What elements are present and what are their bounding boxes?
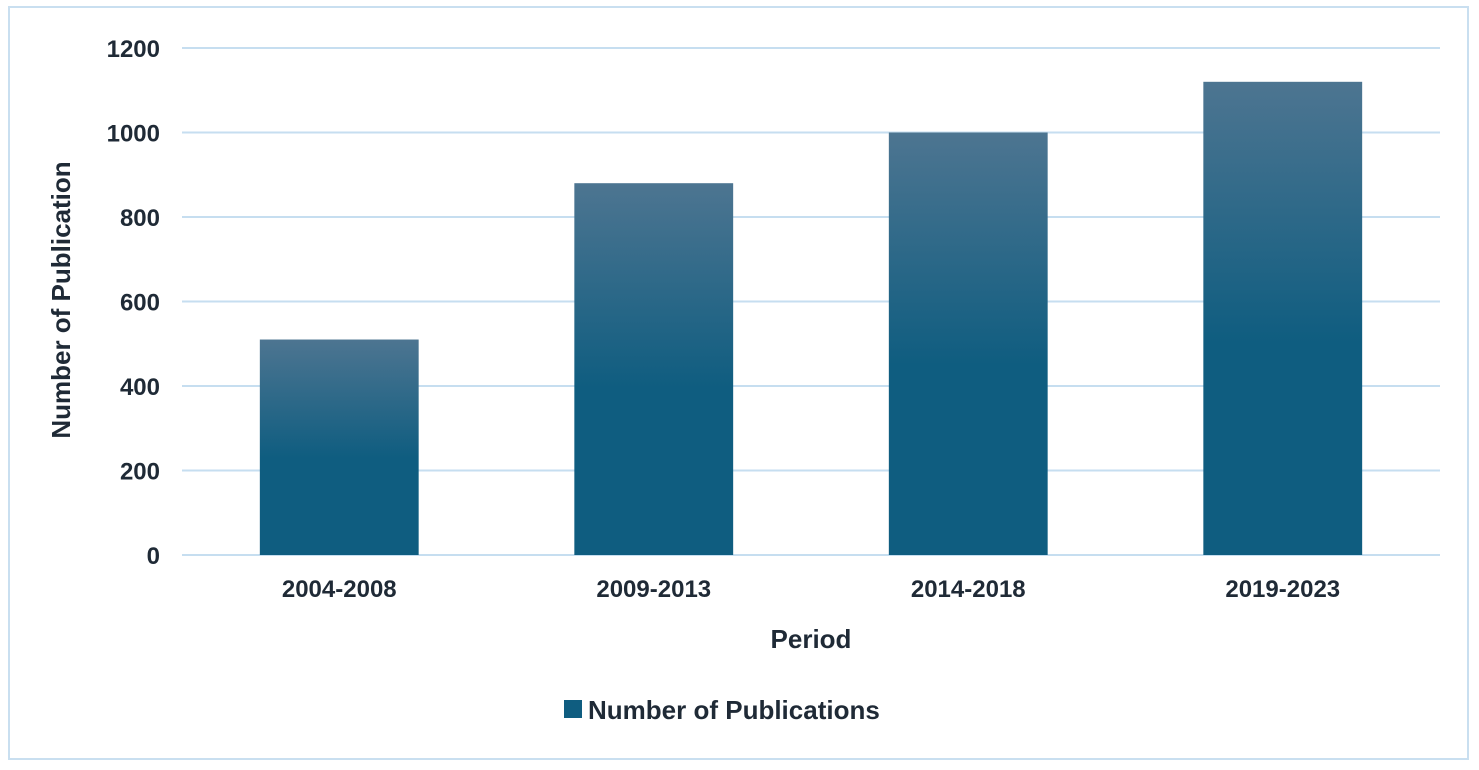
bar-2014-2018 — [888, 132, 1048, 555]
y-tick-label: 200 — [120, 459, 160, 486]
y-tick-label: 800 — [120, 205, 160, 232]
y-tick-label: 1200 — [107, 36, 160, 63]
y-tick-label: 0 — [147, 543, 160, 570]
y-axis-title: Number of Publication — [46, 161, 76, 438]
x-tick-label: 2009-2013 — [596, 576, 711, 603]
x-tick-label: 2004-2008 — [282, 576, 397, 603]
y-tick-label: 600 — [120, 290, 160, 317]
bar-2019-2023 — [1203, 81, 1363, 556]
x-axis-ticks: 2004-2008 2009-2013 2014-2018 2019-2023 — [282, 576, 1340, 603]
y-tick-label: 1000 — [107, 121, 160, 148]
y-tick-label: 400 — [120, 374, 160, 401]
x-tick-label: 2019-2023 — [1225, 576, 1340, 603]
x-axis-title: Period — [771, 624, 852, 654]
x-tick-label: 2014-2018 — [911, 576, 1026, 603]
y-axis-ticks: 0 200 400 600 800 1000 1200 — [107, 36, 160, 570]
bars — [259, 81, 1363, 556]
legend-swatch — [564, 700, 582, 718]
legend-label: Number of Publications — [588, 695, 880, 725]
bar-2009-2013 — [574, 183, 734, 555]
legend: Number of Publications — [564, 695, 880, 725]
bar-2004-2008 — [259, 339, 419, 555]
